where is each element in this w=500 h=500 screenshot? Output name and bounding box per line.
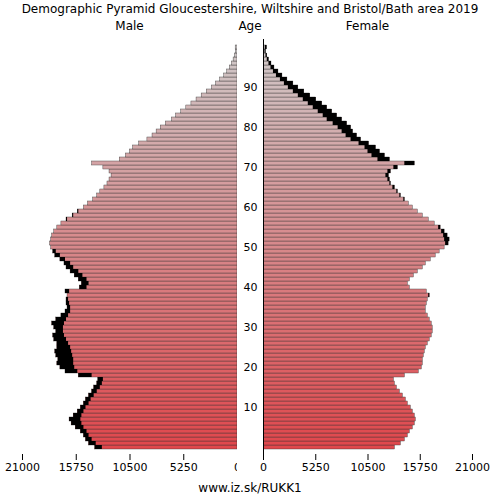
- svg-text:20: 20: [244, 361, 258, 374]
- svg-text:0: 0: [260, 461, 267, 474]
- svg-text:10500: 10500: [351, 461, 386, 474]
- html-text:Demographic Pyramid Gloucester: Demographic Pyramid Gloucestershire, Wil…: [21, 2, 479, 16]
- svg-text:5250: 5250: [302, 461, 330, 474]
- svg-text:15750: 15750: [403, 461, 438, 474]
- html-text:Female: Female: [345, 19, 390, 33]
- svg-text:90: 90: [244, 81, 258, 94]
- html-text:www.iz.sk/RUKK1: www.iz.sk/RUKK1: [198, 481, 302, 495]
- html-text:Male: Male: [115, 19, 144, 33]
- svg-text:50: 50: [244, 241, 258, 254]
- html-text:Age: Age: [238, 19, 262, 33]
- svg-text:40: 40: [244, 281, 258, 294]
- svg-text:60: 60: [244, 201, 258, 214]
- svg-text:21000: 21000: [5, 461, 40, 474]
- svg-text:10500: 10500: [113, 461, 148, 474]
- svg-text:10: 10: [244, 401, 258, 414]
- svg-text:30: 30: [244, 321, 258, 334]
- svg-text:80: 80: [244, 121, 258, 134]
- svg-text:5250: 5250: [170, 461, 198, 474]
- svg-text:15750: 15750: [59, 461, 94, 474]
- svg-text:70: 70: [244, 161, 258, 174]
- svg-text:21000: 21000: [455, 461, 490, 474]
